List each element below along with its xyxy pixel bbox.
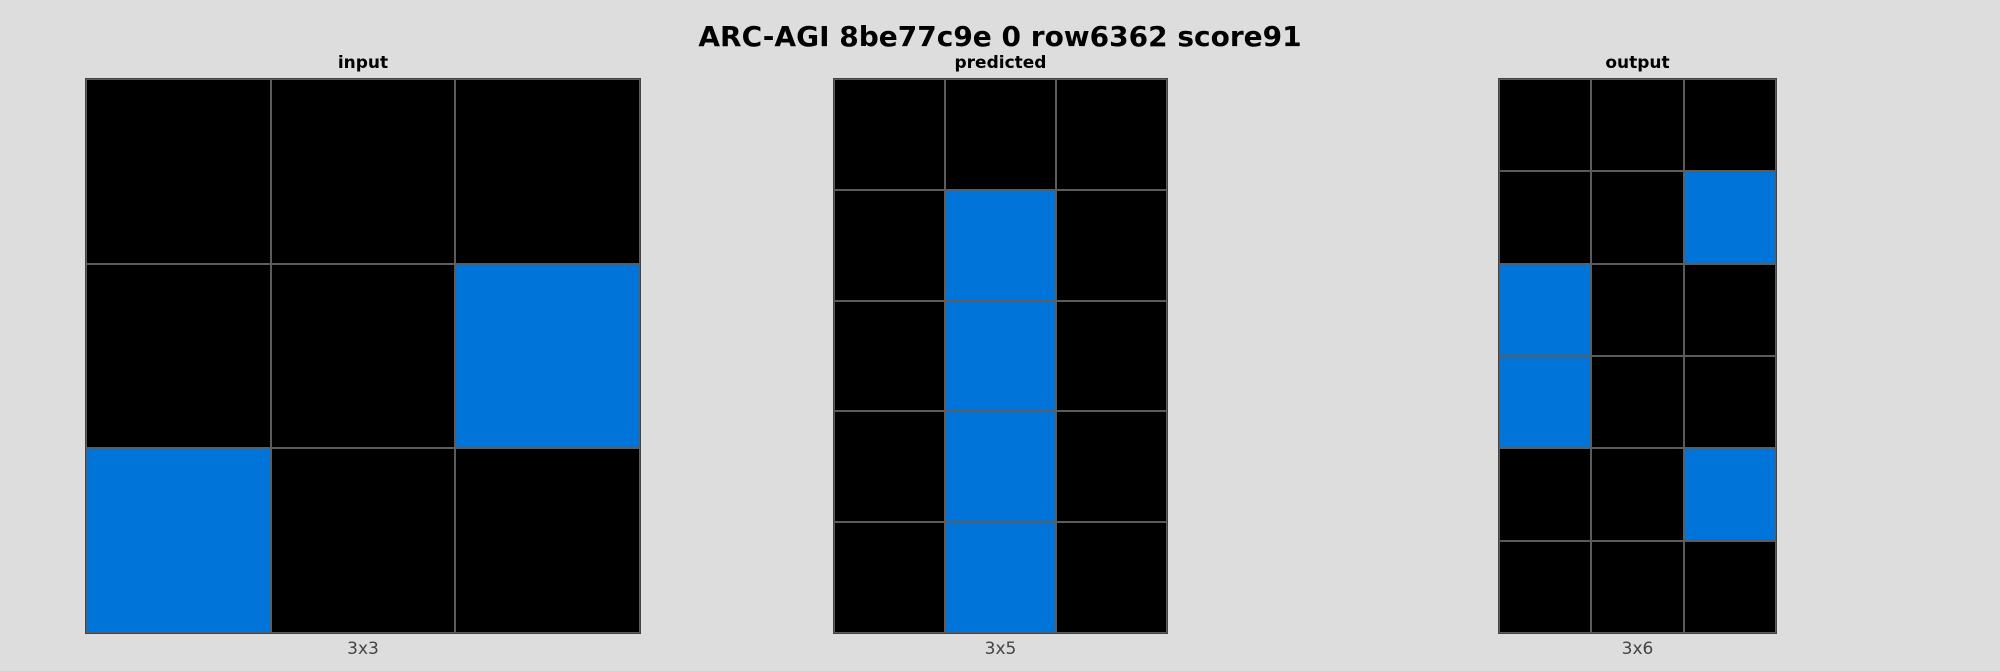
predicted-panel: predicted 3x5 — [833, 53, 1168, 659]
grid-cell — [1591, 79, 1684, 172]
grid-cell — [834, 79, 945, 190]
grid-cell — [86, 263, 271, 449]
panel-title: predicted — [954, 53, 1047, 73]
grid-cell — [834, 522, 945, 633]
grid-cell — [1683, 263, 1776, 356]
panel-title: input — [337, 53, 389, 73]
grid-cell — [1591, 540, 1684, 633]
output-grid — [1498, 78, 1777, 634]
grid-cell — [834, 300, 945, 412]
grid-cell — [270, 263, 456, 449]
grid-cell — [1683, 448, 1776, 541]
grid-cell — [1056, 189, 1167, 301]
grid-cell — [1591, 356, 1684, 449]
grid-cell — [455, 79, 640, 264]
panel-caption: 3x3 — [347, 639, 379, 659]
grid-cell — [945, 522, 1056, 633]
grid-cell — [455, 263, 640, 449]
grid-cell — [1056, 79, 1167, 190]
grid-cell — [1683, 540, 1776, 633]
grid-cell — [1591, 171, 1684, 264]
grid-cell — [270, 448, 456, 633]
grid-cell — [1499, 171, 1592, 264]
input-panel: input 3x3 — [85, 53, 641, 659]
grid-cell — [1591, 448, 1684, 541]
grid-cell — [1056, 522, 1167, 633]
grid-cell — [270, 79, 456, 264]
grid-cell — [945, 411, 1056, 523]
grid-cell — [945, 300, 1056, 412]
panel-caption: 3x6 — [1621, 639, 1654, 659]
grid-cell — [1056, 411, 1167, 523]
grid-cell — [1499, 263, 1592, 356]
input-grid — [85, 78, 641, 634]
grid-cell — [945, 79, 1056, 190]
grid-cell — [1683, 171, 1776, 264]
grid-cell — [86, 79, 271, 264]
figure-title: ARC-AGI 8be77c9e 0 row6362 score91 — [698, 20, 1302, 53]
grid-cell — [1683, 356, 1776, 449]
grid-cell — [945, 189, 1056, 301]
panel-caption: 3x5 — [984, 639, 1017, 659]
predicted-grid — [833, 78, 1168, 634]
grid-cell — [1591, 263, 1684, 356]
grid-cell — [1499, 79, 1592, 172]
grid-cell — [834, 411, 945, 523]
grid-cell — [1499, 356, 1592, 449]
panel-title: output — [1605, 53, 1670, 73]
grid-cell — [834, 189, 945, 301]
grid-cell — [86, 448, 271, 633]
grid-cell — [1683, 79, 1776, 172]
output-panel: output 3x6 — [1498, 53, 1777, 659]
grid-cell — [1056, 300, 1167, 412]
grid-cell — [1499, 448, 1592, 541]
grid-cell — [455, 448, 640, 633]
grid-cell — [1499, 540, 1592, 633]
